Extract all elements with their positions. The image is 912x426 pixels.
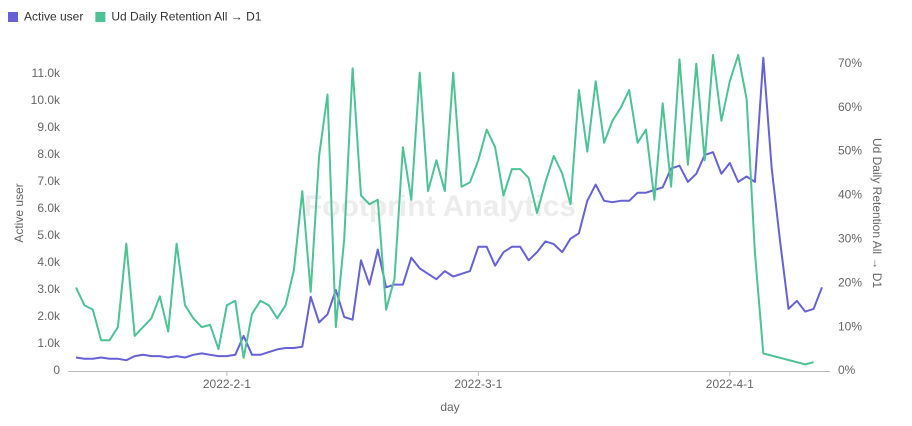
watermark: Footprint Analytics [304, 190, 576, 223]
y-tick-label: 8.0k [37, 147, 61, 161]
y-tick-label: 4.0k [37, 255, 61, 269]
legend-label: Ud Daily Retention All → D1 [111, 10, 261, 24]
legend-swatch [95, 12, 106, 22]
y-tick-label: 5.0k [37, 228, 61, 242]
y-tick-label: 7.0k [37, 174, 61, 188]
y2-tick-label: 50% [838, 144, 862, 158]
x-tick-label: 2022-3-1 [454, 377, 502, 391]
y-tick-label: 11.0k [32, 66, 61, 80]
legend-swatch [8, 12, 18, 22]
y2-tick-label: 40% [838, 188, 862, 202]
x-tick-label: 2022-4-1 [706, 377, 754, 391]
series-line [75, 54, 814, 366]
x-tick-label: 2022-2-1 [203, 377, 251, 391]
y2-tick-label: 60% [838, 100, 862, 114]
y-tick-label: 1.0k [37, 336, 61, 350]
y2-tick-label: 0% [838, 363, 856, 377]
x-axis-title: day [440, 400, 459, 414]
y2-tick-label: 20% [838, 275, 862, 289]
y-tick-label: 10.0k [31, 93, 61, 107]
series-line [75, 56, 823, 362]
y-tick-label: 2.0k [37, 309, 61, 323]
y2-axis-title: Ud Daily Retention All → D1 [870, 138, 884, 288]
y-tick-label: 0 [53, 363, 60, 377]
legend-label: Active user [24, 10, 83, 24]
y-axis-title: Active user [12, 183, 26, 242]
y-tick-label: 9.0k [37, 120, 61, 134]
y2-tick-label: 10% [838, 319, 862, 333]
y-tick-label: 3.0k [37, 282, 61, 296]
y2-tick-label: 30% [838, 232, 862, 246]
y-tick-label: 6.0k [37, 201, 61, 215]
y2-tick-label: 70% [838, 56, 862, 70]
